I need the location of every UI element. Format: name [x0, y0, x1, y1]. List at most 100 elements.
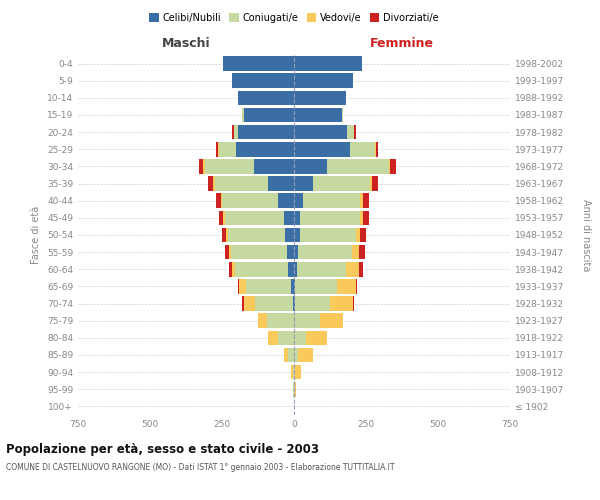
Bar — [278, 330, 294, 345]
Bar — [268, 176, 294, 191]
Bar — [218, 142, 219, 156]
Bar — [294, 296, 295, 311]
Bar — [337, 279, 356, 293]
Bar — [295, 279, 337, 293]
Bar — [228, 228, 286, 242]
Bar — [208, 176, 214, 191]
Bar — [341, 108, 343, 122]
Bar — [215, 176, 268, 191]
Bar — [286, 228, 294, 242]
Bar — [254, 159, 294, 174]
Bar — [391, 159, 396, 174]
Bar — [347, 125, 355, 140]
Bar — [214, 176, 215, 191]
Bar — [376, 142, 377, 156]
Bar — [230, 245, 287, 260]
Bar — [330, 296, 353, 311]
Bar — [225, 210, 284, 225]
Bar — [288, 262, 294, 276]
Bar — [320, 314, 343, 328]
Bar — [360, 210, 363, 225]
Bar — [244, 296, 255, 311]
Bar — [223, 210, 225, 225]
Bar — [199, 159, 203, 174]
Bar — [238, 125, 294, 140]
Bar — [225, 245, 229, 260]
Bar — [297, 262, 346, 276]
Bar — [242, 108, 244, 122]
Bar — [389, 159, 391, 174]
Bar — [353, 296, 355, 311]
Bar — [238, 90, 294, 105]
Bar — [346, 262, 359, 276]
Bar — [278, 194, 294, 208]
Bar — [294, 245, 298, 260]
Bar — [360, 194, 363, 208]
Bar — [294, 74, 353, 88]
Bar — [294, 314, 320, 328]
Bar — [305, 330, 327, 345]
Bar — [356, 279, 358, 293]
Bar — [298, 348, 313, 362]
Bar — [221, 194, 222, 208]
Legend: Celibi/Nubili, Coniugati/e, Vedovi/e, Divorziati/e: Celibi/Nubili, Coniugati/e, Vedovi/e, Di… — [145, 10, 443, 27]
Bar — [294, 176, 313, 191]
Bar — [372, 176, 377, 191]
Bar — [294, 348, 298, 362]
Bar — [238, 279, 239, 293]
Bar — [294, 330, 305, 345]
Y-axis label: Anni di nascita: Anni di nascita — [581, 199, 591, 271]
Bar — [294, 90, 346, 105]
Bar — [284, 210, 294, 225]
Bar — [360, 228, 366, 242]
Bar — [232, 74, 294, 88]
Bar — [255, 296, 293, 311]
Bar — [222, 194, 278, 208]
Bar — [327, 159, 389, 174]
Bar — [235, 262, 288, 276]
Bar — [363, 194, 369, 208]
Bar — [205, 159, 254, 174]
Bar — [266, 314, 294, 328]
Bar — [216, 194, 221, 208]
Text: Popolazione per età, sesso e stato civile - 2003: Popolazione per età, sesso e stato civil… — [6, 442, 319, 456]
Bar — [293, 296, 294, 311]
Bar — [203, 159, 205, 174]
Bar — [359, 245, 365, 260]
Bar — [355, 125, 356, 140]
Bar — [294, 228, 300, 242]
Bar — [356, 228, 360, 242]
Bar — [232, 125, 233, 140]
Bar — [232, 262, 235, 276]
Bar — [298, 245, 352, 260]
Bar — [219, 210, 223, 225]
Bar — [352, 245, 359, 260]
Bar — [294, 262, 297, 276]
Bar — [247, 279, 291, 293]
Bar — [294, 108, 341, 122]
Bar — [223, 56, 294, 71]
Bar — [294, 125, 347, 140]
Bar — [294, 365, 295, 380]
Bar — [300, 210, 360, 225]
Bar — [244, 108, 294, 122]
Bar — [363, 210, 369, 225]
Bar — [294, 194, 302, 208]
Text: Femmine: Femmine — [370, 37, 434, 50]
Bar — [268, 330, 278, 345]
Bar — [239, 279, 247, 293]
Bar — [288, 348, 294, 362]
Bar — [302, 194, 360, 208]
Bar — [295, 296, 330, 311]
Bar — [295, 365, 301, 380]
Bar — [294, 279, 295, 293]
Bar — [294, 210, 300, 225]
Bar — [226, 228, 228, 242]
Bar — [350, 142, 374, 156]
Bar — [291, 365, 293, 380]
Bar — [294, 56, 362, 71]
Bar — [287, 245, 294, 260]
Text: COMUNE DI CASTELNUOVO RANGONE (MO) - Dati ISTAT 1° gennaio 2003 - Elaborazione T: COMUNE DI CASTELNUOVO RANGONE (MO) - Dat… — [6, 462, 395, 471]
Bar — [370, 176, 372, 191]
Bar — [284, 348, 288, 362]
